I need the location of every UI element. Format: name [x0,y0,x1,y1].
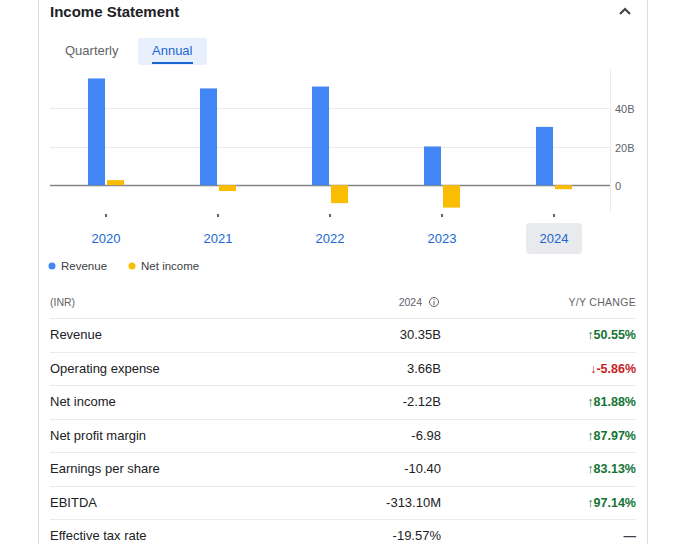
grid-line [50,147,610,148]
table-header: Y/Y CHANGE [568,296,636,308]
grid-line [50,185,610,187]
bars [88,78,572,207]
x-tick-label[interactable]: 2021 [204,231,233,246]
info-icon[interactable] [430,298,439,307]
legend-marker [129,263,136,270]
legend-label: Net income [141,260,199,272]
row-change: ↓-5.86% [590,362,636,376]
row-change: ↑87.97% [587,429,636,443]
table-header: 2024 [399,296,423,308]
row-divider [50,519,636,520]
tab[interactable]: Quarterly [65,43,119,58]
x-tick-label[interactable]: 2020 [92,231,121,246]
x-tick [105,214,107,217]
x-tick-label[interactable]: 2022 [316,231,345,246]
row-value: 3.66B [407,361,441,376]
row-label: Net profit margin [50,428,146,443]
page: Income Statement Quarterly Annual 0 20B 40B 20… [0,0,686,544]
y-axis-line [610,70,611,212]
bar [331,185,348,203]
row-label: Effective tax rate [50,528,147,543]
row-value: -6.98 [411,428,441,443]
row-label: Net income [50,394,116,409]
row-label: EBITDA [50,495,97,510]
legend-marker [49,263,56,270]
x-tick [441,214,443,217]
x-tick-label[interactable]: 2024 [540,231,569,246]
card-border [38,0,39,544]
category-highlight [526,223,582,254]
bar [536,127,553,185]
row-value: -313.10M [386,495,441,510]
bar [312,87,329,186]
row-value: -19.57% [393,528,442,543]
row-label: Earnings per share [50,461,160,476]
bar [219,185,236,191]
bar [107,180,124,185]
bar [443,185,460,207]
card-border [647,0,648,544]
row-value: -2.12B [403,394,441,409]
row-divider [50,419,636,420]
bar [555,185,572,189]
x-tick [553,214,555,217]
row-divider [50,385,636,386]
row-divider [50,352,636,353]
row-label: Revenue [50,327,102,342]
row-label: Operating expense [50,361,160,376]
y-tick-label: 0 [615,180,621,192]
row-change: ↑81.88% [587,395,636,409]
row-change: ↑97.14% [587,496,636,510]
title: Income Statement [50,3,179,20]
x-tick [217,214,219,217]
bar [424,146,441,185]
row-divider [50,452,636,453]
y-tick-label: 40B [615,103,635,115]
info-icon [434,301,435,305]
y-tick-label: 20B [615,142,635,154]
table-header: (INR) [50,296,75,308]
row-change: — [624,529,637,543]
grid-line [50,108,610,109]
bar [200,88,217,185]
row-change: ↑50.55% [587,328,636,342]
info-icon [433,299,434,300]
tab-underline [152,62,193,64]
legend-label: Revenue [61,260,107,272]
x-tick-label[interactable]: 2023 [428,231,457,246]
x-tick [329,214,331,217]
collapse-icon[interactable] [620,9,630,14]
row-divider [50,486,636,487]
row-change: ↑83.13% [587,462,636,476]
row-value: -10.40 [404,461,441,476]
row-divider [50,318,636,319]
row-value: 30.35B [400,327,441,342]
tab[interactable]: Annual [152,43,193,58]
bar [88,78,105,185]
tab-bg [138,38,207,65]
